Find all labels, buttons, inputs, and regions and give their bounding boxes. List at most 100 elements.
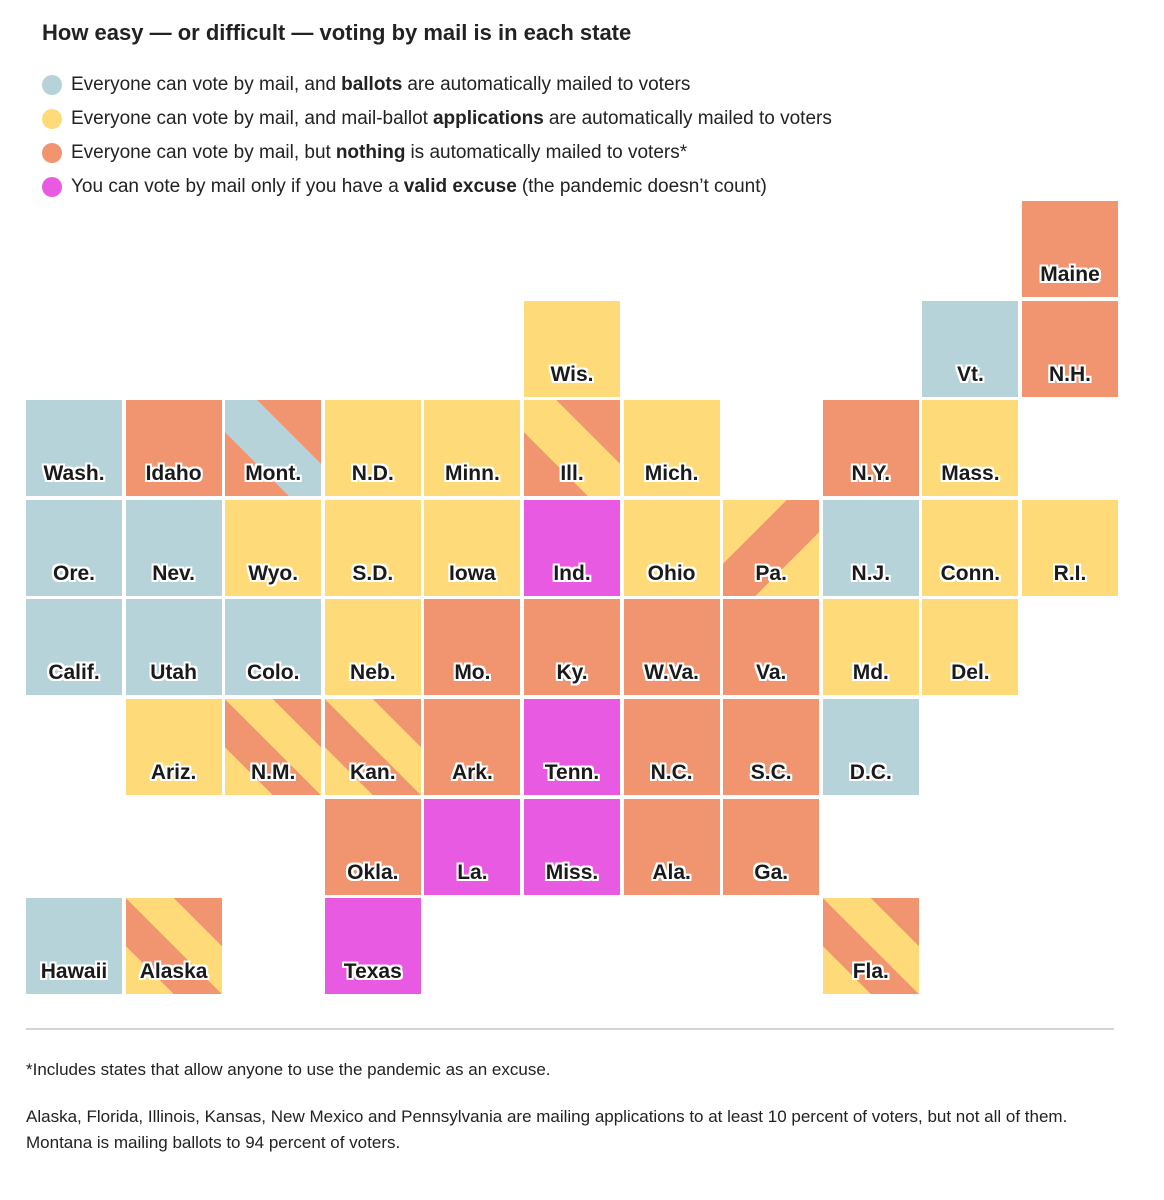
- legend-text-pre: Everyone can vote by mail, and: [71, 74, 337, 95]
- state-tile-alaska: Alaska: [125, 898, 222, 995]
- state-label: Fla.: [852, 960, 889, 984]
- state-tile-w-va: W.Va.: [623, 599, 720, 696]
- legend-swatch-ballots: [42, 75, 62, 95]
- legend-text-post: is automatically mailed to voters*: [410, 142, 688, 163]
- state-tile-n-d: N.D.: [324, 400, 421, 497]
- legend-text-post: are automatically mailed to voters: [407, 74, 691, 95]
- state-tile-texas: Texas: [324, 898, 421, 995]
- legend-text-pre: Everyone can vote by mail, but: [71, 142, 331, 163]
- state-tile-s-d: S.D.: [324, 499, 421, 596]
- state-tile-n-j: N.J.: [822, 499, 919, 596]
- state-label: N.Y.: [851, 462, 891, 486]
- state-label: Vt.: [956, 362, 984, 386]
- legend-item-nothing: Everyone can vote by mail, but nothing i…: [42, 136, 832, 170]
- state-label: Ariz.: [150, 761, 197, 784]
- state-tile-ohio: Ohio: [623, 499, 720, 596]
- state-label: Ala.: [652, 860, 691, 884]
- state-label: N.D.: [351, 462, 394, 486]
- legend-text-post: (the pandemic doesn’t count): [521, 176, 767, 197]
- state-tile-wash: Wash.: [26, 400, 122, 497]
- state-label: W.Va.: [644, 661, 700, 685]
- state-tile-n-y: N.Y.: [822, 400, 919, 497]
- state-label: Tenn.: [544, 761, 600, 784]
- state-tile-mass: Mass.: [922, 400, 1019, 497]
- state-label: N.J.: [851, 561, 891, 585]
- state-label: Ohio: [647, 561, 696, 585]
- state-tile-conn: Conn.: [922, 499, 1019, 596]
- state-tile-iowa: Iowa: [424, 499, 521, 596]
- state-tile-tenn: Tenn.: [524, 699, 620, 795]
- legend-swatch-excuse: [42, 177, 62, 197]
- state-tile-maine: Maine: [1022, 201, 1118, 297]
- state-tile-nev: Nev.: [125, 499, 222, 596]
- footnote-asterisk: *Includes states that allow anyone to us…: [26, 1060, 551, 1079]
- state-label: Ga.: [754, 860, 789, 884]
- state-tile-n-c: N.C.: [623, 699, 720, 795]
- state-tile-utah: Utah: [125, 599, 222, 696]
- state-label: Va.: [756, 661, 787, 685]
- state-tile-pa: Pa.: [723, 499, 820, 596]
- state-tile-n-m: N.M.: [225, 699, 322, 795]
- state-tile-del: Del.: [922, 599, 1019, 696]
- state-label: R.I.: [1053, 561, 1087, 585]
- state-tile-colo: Colo.: [225, 599, 322, 696]
- state-tile-neb: Neb.: [324, 599, 421, 696]
- state-tile-ariz: Ariz.: [125, 699, 222, 795]
- state-label: Ky.: [556, 661, 588, 685]
- state-label: Ark.: [451, 761, 493, 784]
- legend-swatch-applications: [42, 109, 62, 129]
- state-tile-wyo: Wyo.: [225, 499, 322, 596]
- state-label: Md.: [852, 661, 889, 685]
- state-label: Pa.: [755, 561, 787, 585]
- state-tile-fla: Fla.: [822, 898, 919, 995]
- state-label: Mich.: [644, 462, 699, 486]
- legend-text-bold: applications: [432, 108, 544, 129]
- legend-text-bold: valid excuse: [403, 176, 517, 197]
- state-label: N.C.: [650, 761, 693, 784]
- legend-swatch-nothing: [42, 143, 62, 163]
- state-tile-ga: Ga.: [723, 798, 820, 895]
- state-label: Conn.: [940, 561, 1001, 585]
- state-label: Ore.: [52, 561, 96, 585]
- state-label: N.M.: [251, 761, 296, 784]
- state-tile-calif: Calif.: [26, 599, 122, 696]
- state-tile-s-c: S.C.: [723, 699, 820, 795]
- state-tile-kan: Kan.: [324, 699, 421, 795]
- state-label: S.C.: [750, 761, 792, 784]
- state-label: Hawaii: [40, 960, 108, 984]
- state-tile-ill: Ill.: [524, 400, 620, 497]
- state-label: D.C.: [849, 761, 892, 784]
- state-tile-ark: Ark.: [424, 699, 521, 795]
- state-label: Maine: [1040, 263, 1100, 286]
- state-label: Wyo.: [248, 561, 299, 585]
- chart-title: How easy — or difficult — voting by mail…: [42, 20, 632, 45]
- state-tile-okla: Okla.: [324, 798, 421, 895]
- legend-item-excuse: You can vote by mail only if you have a …: [42, 170, 832, 204]
- state-tile-mont: Mont.: [225, 400, 322, 497]
- state-label: Wis.: [550, 362, 594, 386]
- state-label: S.D.: [352, 561, 394, 585]
- footnote-partial-states: Alaska, Florida, Illinois, Kansas, New M…: [26, 1107, 1068, 1152]
- state-label: Miss.: [545, 860, 599, 884]
- state-tile-mo: Mo.: [424, 599, 521, 696]
- state-label: Ill.: [560, 462, 584, 486]
- state-tile-miss: Miss.: [524, 798, 620, 895]
- legend: Everyone can vote by mail, and ballots a…: [42, 68, 832, 204]
- state-tile-wis: Wis.: [524, 300, 620, 397]
- state-label: Del.: [951, 661, 990, 685]
- state-label: Alaska: [139, 960, 208, 984]
- state-label: Texas: [343, 960, 402, 984]
- state-label: Mont.: [245, 462, 302, 486]
- state-tile-n-h: N.H.: [1022, 300, 1118, 397]
- state-tile-ore: Ore.: [26, 499, 122, 596]
- legend-item-applications: Everyone can vote by mail, and mail-ball…: [42, 102, 832, 136]
- state-label: Neb.: [350, 661, 396, 685]
- state-label: N.H.: [1049, 362, 1091, 386]
- state-tile-ky: Ky.: [524, 599, 620, 696]
- state-label: Okla.: [347, 860, 399, 884]
- state-label: Minn.: [444, 462, 500, 486]
- state-label: Mo.: [454, 661, 491, 685]
- state-tile-vt: Vt.: [922, 300, 1019, 397]
- state-label: Colo.: [246, 661, 300, 685]
- state-label: Idaho: [145, 462, 202, 486]
